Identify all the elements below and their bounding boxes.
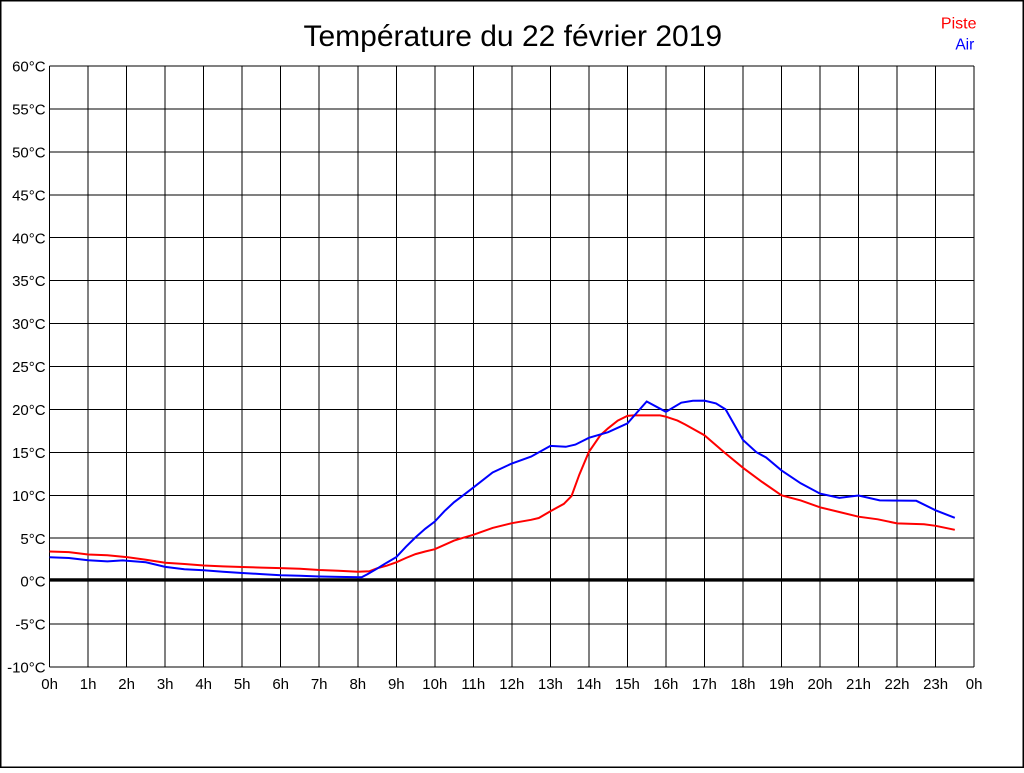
svg-text:25°C: 25°C (12, 359, 46, 376)
svg-text:18h: 18h (730, 676, 755, 693)
svg-text:5h: 5h (234, 676, 251, 693)
svg-text:2h: 2h (118, 676, 135, 693)
svg-text:23h: 23h (923, 676, 948, 693)
svg-text:8h: 8h (349, 676, 366, 693)
svg-text:4h: 4h (195, 676, 212, 693)
svg-text:20°C: 20°C (12, 402, 46, 419)
svg-text:19h: 19h (769, 676, 794, 693)
svg-text:7h: 7h (311, 676, 328, 693)
svg-text:12h: 12h (499, 676, 524, 693)
svg-text:17h: 17h (692, 676, 717, 693)
svg-text:14h: 14h (576, 676, 601, 693)
svg-text:-5°C: -5°C (15, 617, 45, 634)
svg-text:Air: Air (955, 36, 974, 53)
svg-text:6h: 6h (272, 676, 289, 693)
svg-text:3h: 3h (157, 676, 174, 693)
svg-text:50°C: 50°C (12, 145, 46, 162)
svg-text:55°C: 55°C (12, 102, 46, 119)
svg-text:10°C: 10°C (12, 488, 46, 505)
svg-text:9h: 9h (388, 676, 405, 693)
svg-text:30°C: 30°C (12, 316, 46, 333)
svg-text:0h: 0h (41, 676, 58, 693)
svg-text:21h: 21h (846, 676, 871, 693)
svg-text:0h: 0h (966, 676, 983, 693)
svg-text:11h: 11h (461, 676, 485, 693)
svg-text:Température du 22 février 2019: Température du 22 février 2019 (304, 20, 723, 53)
svg-text:40°C: 40°C (12, 230, 46, 247)
svg-text:5°C: 5°C (20, 531, 45, 548)
svg-text:15°C: 15°C (12, 445, 46, 462)
svg-text:20h: 20h (807, 676, 832, 693)
svg-text:1h: 1h (80, 676, 97, 693)
svg-text:0°C: 0°C (20, 574, 45, 591)
svg-text:Piste: Piste (941, 15, 977, 32)
svg-text:45°C: 45°C (12, 187, 46, 204)
svg-text:10h: 10h (422, 676, 447, 693)
svg-text:60°C: 60°C (12, 59, 46, 76)
svg-text:16h: 16h (653, 676, 678, 693)
svg-text:-10°C: -10°C (7, 660, 46, 677)
svg-text:22h: 22h (884, 676, 909, 693)
svg-text:35°C: 35°C (12, 273, 46, 290)
svg-text:15h: 15h (615, 676, 640, 693)
svg-text:13h: 13h (538, 676, 563, 693)
